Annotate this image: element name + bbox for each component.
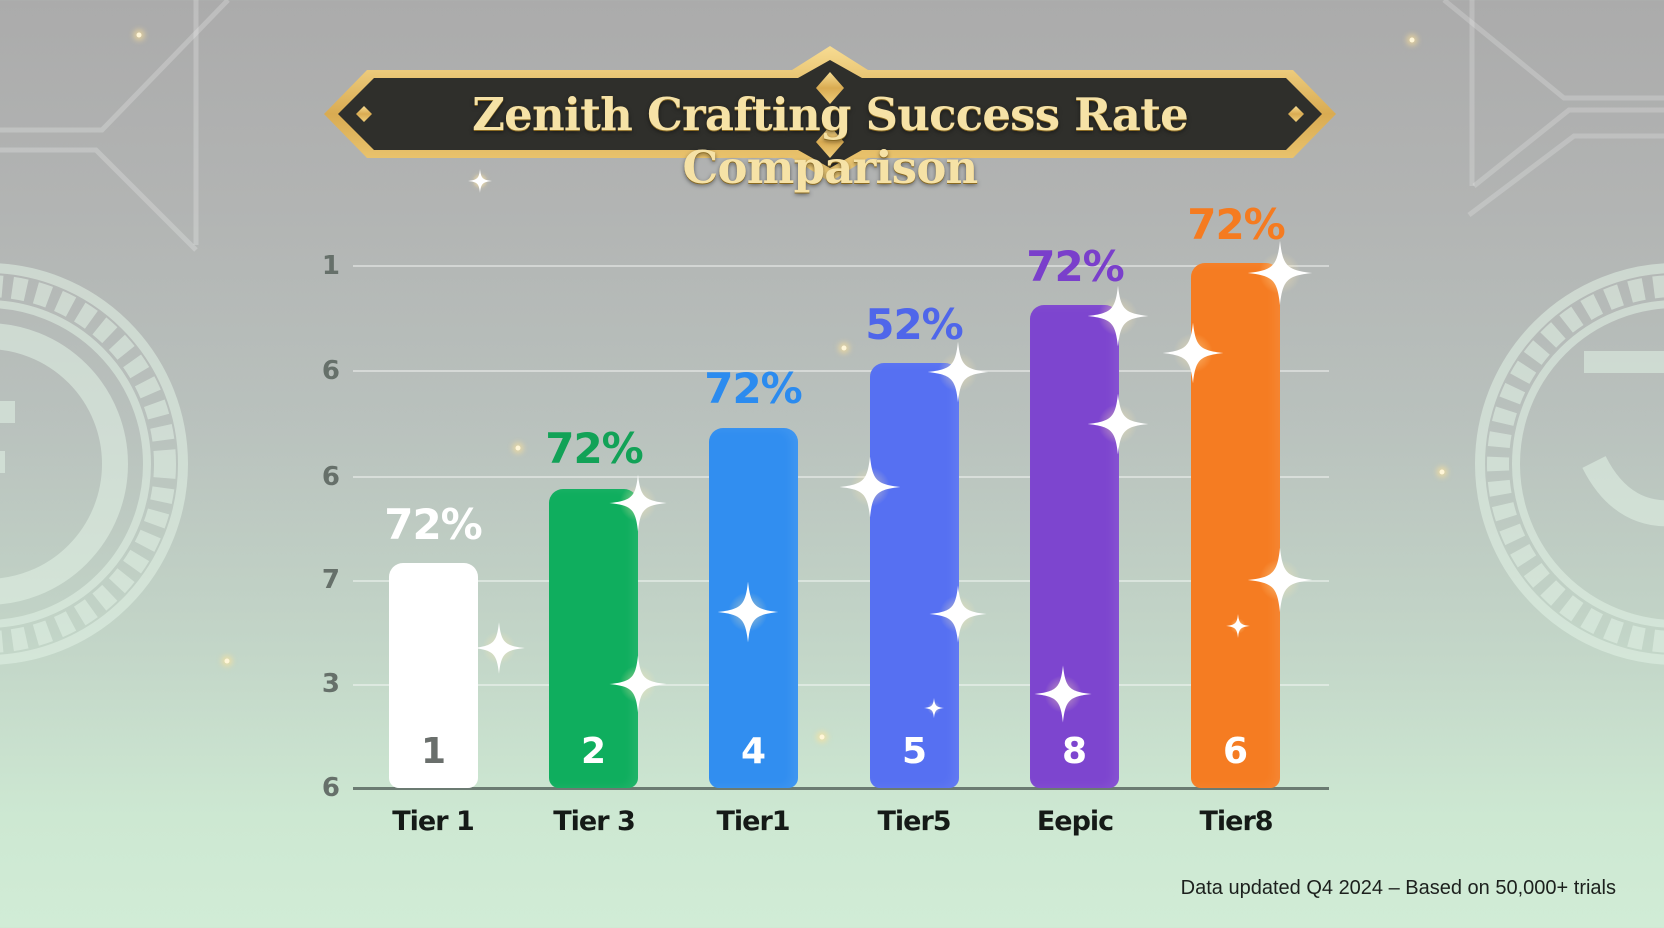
emblem-right-icon [1474, 262, 1664, 667]
value-label: 72% [1187, 200, 1286, 249]
y-tick-label: 6 [321, 462, 340, 492]
bar-number: 8 [1061, 731, 1088, 772]
y-tick-label: 6 [321, 773, 340, 803]
bar-number: 6 [1222, 731, 1249, 772]
sparkle-dot-icon [224, 658, 230, 664]
bar-tier8[interactable]: 6 [1191, 263, 1280, 788]
bar-number: 2 [580, 731, 607, 772]
y-tick-label: 7 [321, 565, 340, 595]
bar-tier-1[interactable]: 1 [389, 563, 478, 788]
gridline [353, 580, 1329, 582]
value-label: 72% [384, 500, 483, 549]
x-tick-label: Tier8 [1199, 806, 1273, 837]
value-label: 72% [545, 424, 644, 473]
bar-tier-3[interactable]: 2 [549, 489, 638, 788]
background-line-ornament-left [0, 0, 260, 260]
value-label: 72% [704, 364, 803, 413]
bar-eepic[interactable]: 8 [1030, 305, 1119, 788]
sparkle-dot-icon [1409, 37, 1415, 43]
bar-tier1[interactable]: 4 [709, 428, 798, 788]
gridline [353, 370, 1329, 372]
x-axis-line [353, 787, 1329, 790]
bar-number: 5 [901, 731, 928, 772]
data-source-note: Data updated Q4 2024 – Based on 50,000+ … [1180, 877, 1616, 899]
title-banner: Zenith Crafting Success Rate Comparison [322, 44, 1338, 194]
gridline [353, 476, 1329, 478]
sparkle-dot-icon [819, 734, 825, 740]
background-line-ornament-right [1404, 0, 1664, 240]
value-label: 52% [865, 300, 964, 349]
sparkle-icon [471, 620, 527, 676]
sparkle-dot-icon [515, 445, 521, 451]
bar-number: 1 [420, 731, 447, 772]
x-tick-label: Tier5 [877, 806, 951, 837]
gridline [353, 684, 1329, 686]
chart-title: Zenith Crafting Success Rate Comparison [472, 88, 1189, 194]
sparkle-dot-icon [841, 345, 847, 351]
x-tick-label: Tier 1 [392, 806, 475, 837]
y-tick-label: 3 [321, 669, 340, 699]
sparkle-dot-icon [136, 32, 142, 38]
x-tick-label: Eepic [1036, 806, 1114, 837]
x-tick-label: Tier 3 [553, 806, 636, 837]
x-tick-label: Tier1 [716, 806, 790, 837]
bar-tier5[interactable]: 5 [870, 363, 959, 788]
value-label: 72% [1026, 242, 1125, 291]
y-tick-label: 1 [321, 251, 340, 281]
y-tick-label: 6 [321, 356, 340, 386]
emblem-left-icon [0, 262, 190, 667]
gridline [353, 265, 1329, 267]
sparkle-dot-icon [1439, 469, 1445, 475]
bar-number: 4 [740, 731, 767, 772]
